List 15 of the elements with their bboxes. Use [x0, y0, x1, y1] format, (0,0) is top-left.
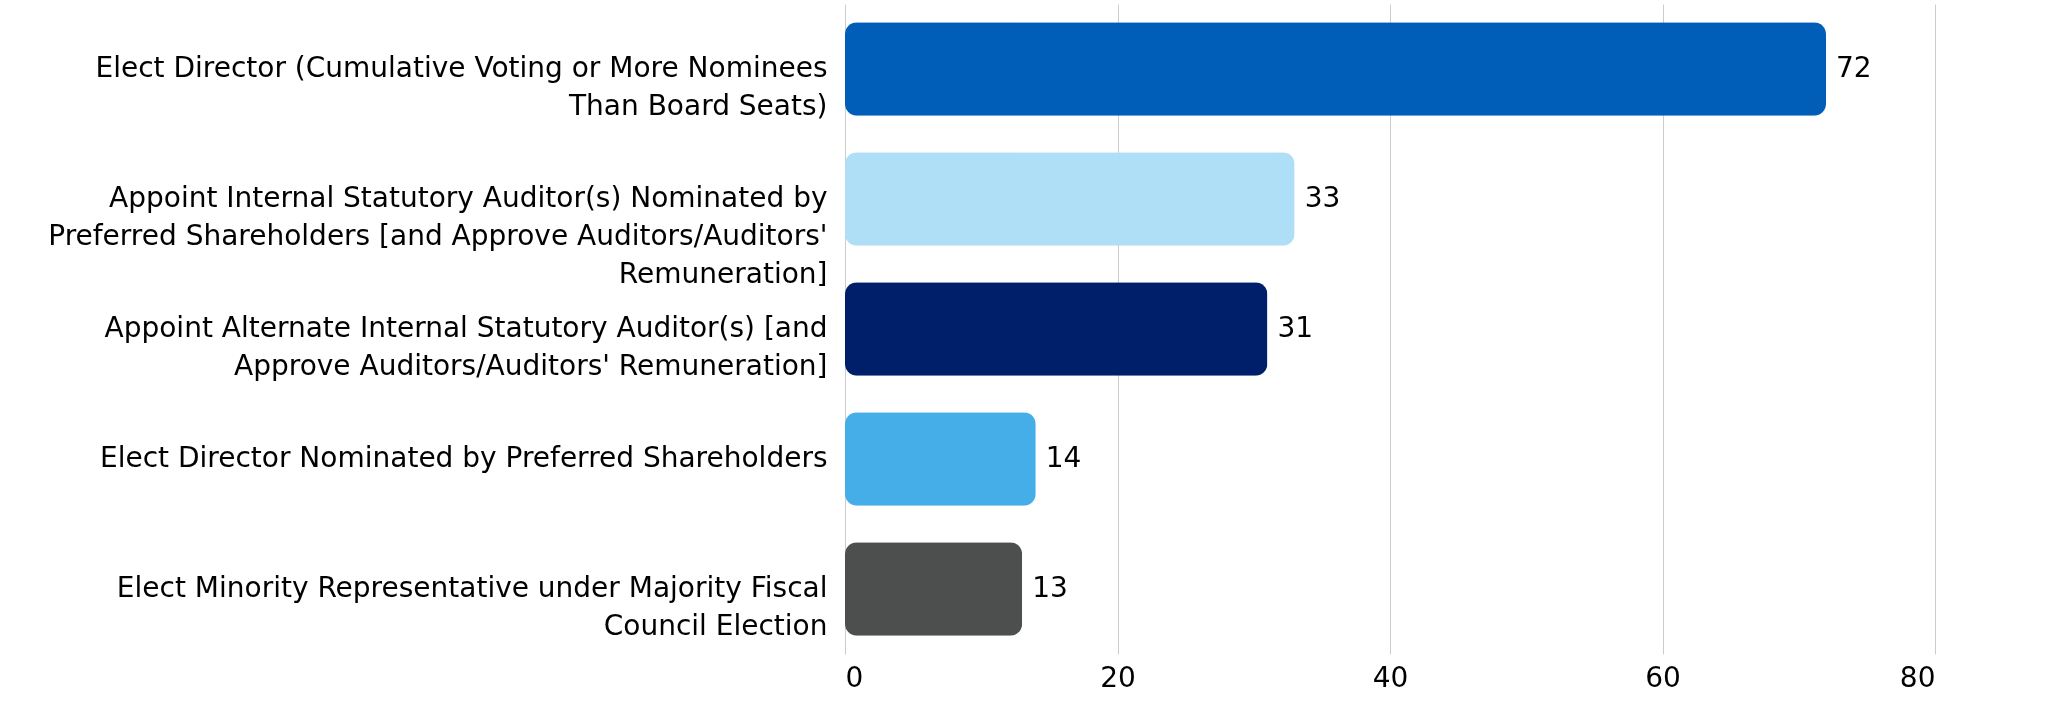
x-tick-label: 80	[1899, 660, 1936, 694]
y-tick-label: Elect Director (Cumulative Voting or More Nominees Than Board Seats)	[95, 51, 828, 122]
data-label: 31	[1277, 311, 1314, 344]
y-tick-label: Elect Director Nominated by Preferred Shareholders	[100, 441, 828, 474]
data-label: 33	[1304, 181, 1341, 214]
y-tick-label: Appoint Alternate Internal Statutory Auditor(s) [and Approve Auditors/Auditors' Remuneration]	[104, 311, 828, 382]
y-tick-label: Elect Minority Representative under Majority Fiscal Council Election	[116, 571, 828, 642]
data-label: 14	[1045, 441, 1082, 474]
x-tick-label: 0	[845, 660, 864, 694]
data-label: 13	[1032, 571, 1068, 604]
x-tick-label: 40	[1372, 660, 1409, 694]
y-tick-label: Appoint Internal Statutory Auditor(s) Nominated by Preferred Shareholders [and Approve Auditors/Auditors' Remuneration]	[48, 181, 828, 290]
x-tick-label: 60	[1645, 660, 1681, 694]
data-label: 72	[1836, 51, 1872, 84]
x-tick-label: 20	[1100, 660, 1136, 694]
